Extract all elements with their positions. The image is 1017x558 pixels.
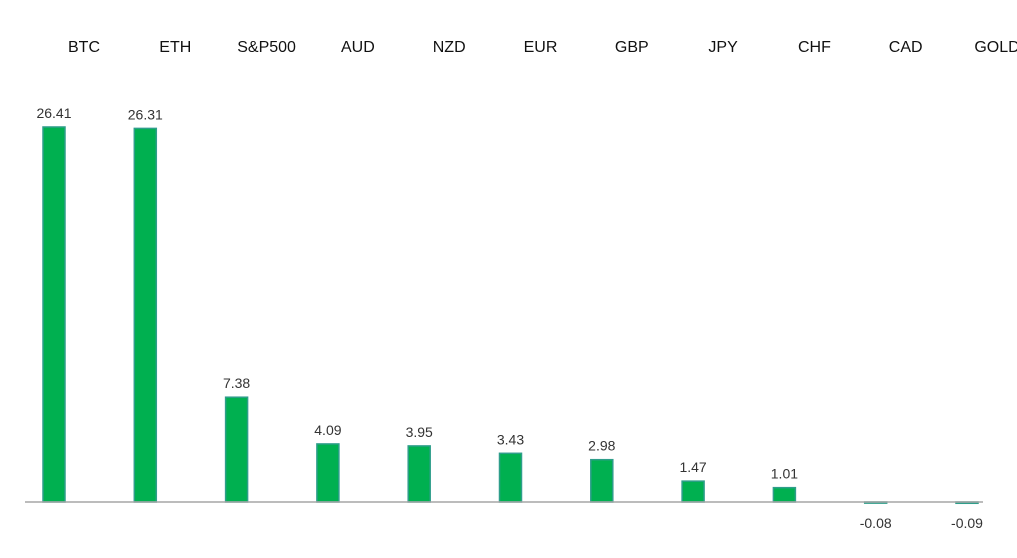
value-label: 1.47 [679,459,706,475]
value-labels: 26.41 26.31 7.38 4.09 3.95 3.43 2.98 1.47 1.01 -0… [36,105,983,531]
value-label: -0.08 [860,515,892,531]
value-label: 7.38 [223,375,250,391]
value-label: 3.43 [497,431,524,447]
bar [498,452,523,503]
value-label: 26.41 [36,105,71,121]
bar [590,458,614,503]
category-label: BTC [68,39,100,56]
bar [42,126,66,503]
bar [772,486,797,503]
value-label: 1.01 [771,466,798,482]
bar [316,443,340,503]
category-label: CHF [798,39,831,56]
bars [42,126,979,505]
bar [224,396,249,503]
value-label: -0.09 [951,515,983,531]
category-label: GBP [615,39,649,56]
category-label: S&P500 [237,39,296,56]
category-label: NZD [433,39,466,56]
bar [133,127,158,503]
value-label: 3.95 [406,424,433,440]
category-label: AUD [341,39,375,56]
category-label: JPY [708,39,738,56]
category-labels: BTC ETH S&P500 AUD NZD EUR GBP JPY CHF CAD GOLD [68,39,1017,56]
value-label: 4.09 [314,422,341,438]
category-label: EUR [524,39,558,56]
bar [681,480,705,503]
bar [407,445,431,503]
value-label: 2.98 [588,438,615,454]
category-label: ETH [159,39,191,56]
value-label: 26.31 [128,106,163,122]
category-label: GOLD [974,39,1017,56]
category-label: CAD [889,39,923,56]
